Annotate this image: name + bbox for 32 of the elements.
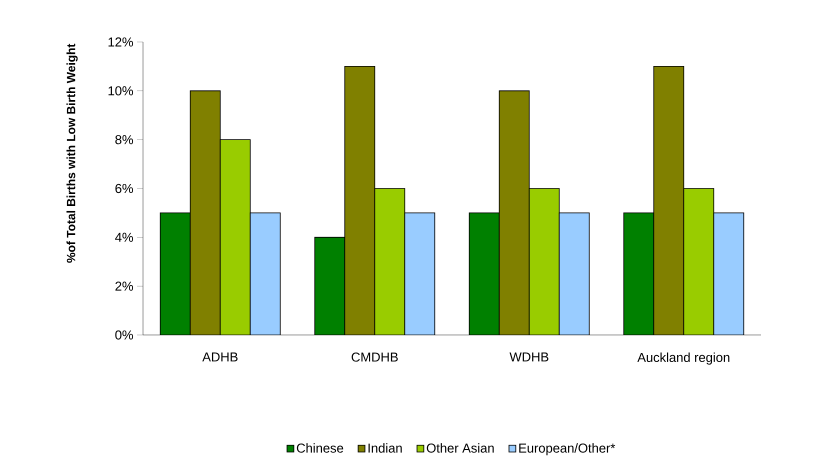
- legend-label: Chinese: [296, 443, 344, 453]
- bar: [623, 212, 654, 335]
- y-tick-label: 6%: [115, 184, 134, 194]
- bar: [528, 188, 560, 335]
- y-tick-label: 4%: [115, 232, 134, 242]
- legend-label: Other Asian: [426, 443, 494, 453]
- bar: [558, 212, 590, 335]
- bar: [190, 90, 221, 335]
- bar: [468, 212, 500, 335]
- bar: [344, 66, 376, 335]
- bar: [653, 66, 684, 335]
- x-tick-label: ADHB: [202, 352, 238, 362]
- bar: [314, 236, 346, 335]
- legend-label: European/Other*: [519, 443, 616, 456]
- bar: [498, 90, 530, 335]
- bar: [220, 139, 251, 335]
- bar: [160, 212, 191, 335]
- x-tick-label: Auckland region: [637, 352, 730, 365]
- y-tick-label: 12%: [108, 37, 134, 47]
- y-tick-label: 10%: [108, 86, 134, 96]
- x-tick-label: CMDHB: [352, 352, 398, 362]
- y-axis-title: %of Total Births with Low Birth Weight: [66, 44, 78, 263]
- x-tick-label: WDHB: [510, 352, 548, 362]
- bar: [374, 188, 406, 335]
- legend-label: Indian: [368, 443, 402, 453]
- y-tick-label: 0%: [115, 330, 134, 340]
- bar: [250, 212, 281, 335]
- bar: [713, 212, 744, 335]
- y-tick-label: 2%: [115, 282, 134, 291]
- bar: [683, 188, 714, 335]
- y-tick-label: 8%: [115, 135, 134, 144]
- bar: [404, 212, 436, 335]
